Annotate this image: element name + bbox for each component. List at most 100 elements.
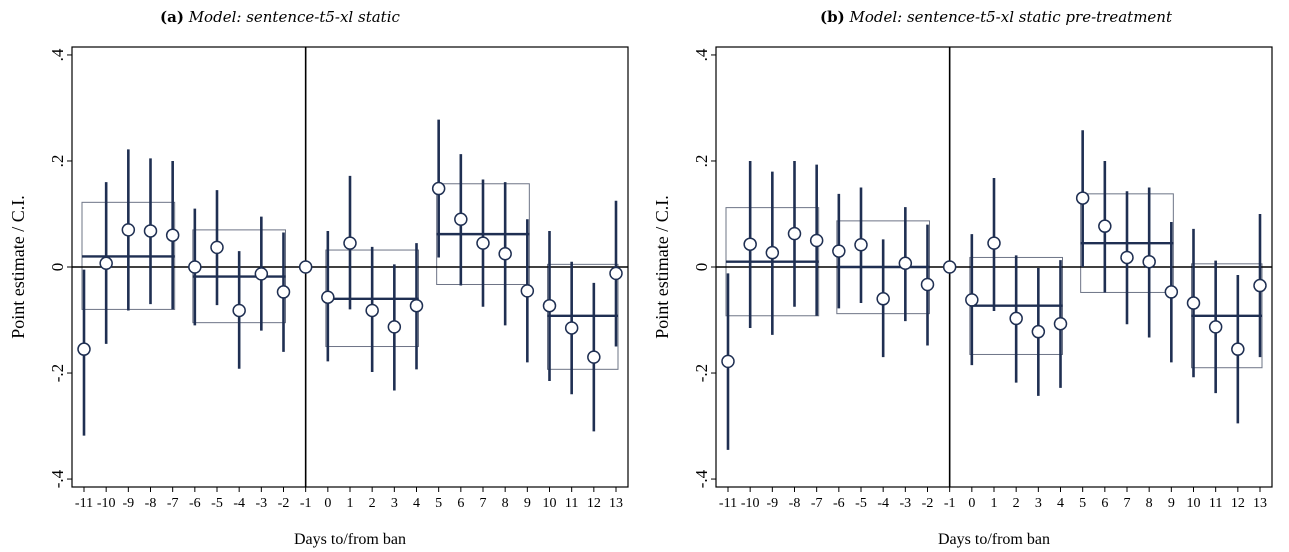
panel-b-point-5: [832, 244, 846, 258]
panel-b-x-tick-label-20: 9: [1168, 496, 1175, 511]
panel-a-x-tick-label-24: 13: [609, 496, 623, 511]
panel-a-y-tick-label-0: .4: [48, 48, 67, 61]
panel-b-point-19: [1142, 254, 1156, 269]
panel-a-tag: (a): [160, 8, 184, 26]
panel-b-x-tick-label-18: 7: [1124, 496, 1131, 511]
panel-b-point-24: [1253, 278, 1267, 293]
panel-b-x-tick-label-6: -5: [855, 496, 867, 511]
panel-a-x-axis-label: Days to/from ban: [294, 531, 406, 548]
panel-a-x-tick-label-20: 9: [524, 496, 531, 511]
panel-b-y-tick-label-0: .4: [692, 48, 711, 61]
panel-b-point-7: [876, 292, 890, 306]
panel-b-point-4: [809, 233, 824, 248]
panel-a-point-14: [387, 320, 402, 334]
panel-a-point-19: [498, 246, 512, 261]
panel-a-point-23: [587, 350, 601, 364]
panel-b-x-tick-label-2: -9: [766, 496, 778, 511]
panel-a-x-tick-label-3: -8: [145, 496, 157, 511]
panel-a-point-20: [520, 284, 535, 298]
panel-a-y-axis-label: Point estimate / C.I.: [8, 195, 28, 339]
panel-b-x-tick-label-4: -7: [811, 496, 823, 511]
panel-b-point-14: [1031, 324, 1046, 339]
panel-b-x-tick-label-5: -6: [833, 496, 845, 511]
panel-b-x-tick-label-23: 12: [1231, 496, 1245, 511]
panel-a-x-tick-label-23: 12: [587, 496, 601, 511]
panel-a-x-tick-label-6: -5: [211, 496, 223, 511]
panel-a-x-tick-label-18: 7: [480, 496, 487, 511]
panel-b-point-6: [854, 237, 868, 252]
panel-a-x-tick-label-10: -1: [300, 496, 312, 511]
panel-b-x-tick-label-8: -3: [899, 496, 911, 511]
panel-a-point-3: [143, 224, 158, 238]
panel-b-y-axis-label: Point estimate / C.I.: [652, 195, 672, 339]
panel-a-x-tick-label-0: -11: [75, 496, 93, 511]
panel-b-point-2: [765, 245, 780, 260]
panel-a-y-tick-label-3: -.2: [48, 364, 67, 382]
panel-b-x-tick-label-13: 2: [1013, 496, 1020, 511]
panel-a-x-tick-label-15: 4: [413, 496, 420, 511]
chart-panel-a: .4.20-.2-.4-11 -10 -9 -8 -7 -6 -5 -4 -3 -2 -1 0 1 2 3 4…: [8, 46, 629, 548]
panel-a-point-11: [321, 290, 335, 304]
panel-b-x-tick-label-0: -11: [719, 496, 737, 511]
panel-a-point-18: [476, 236, 490, 250]
panel-a-point-2: [121, 223, 136, 237]
panel-a-point-15: [409, 298, 424, 313]
panel-b-x-tick-label-17: 6: [1101, 496, 1108, 511]
panel-b-x-tick-label-10: -1: [944, 496, 956, 511]
panel-a-point-6: [210, 240, 224, 255]
panel-a-point-13: [365, 303, 379, 318]
panel-b-point-22: [1208, 320, 1223, 334]
panel-a-y-tick-label-1: .2: [48, 155, 67, 168]
panel-a-point-12: [343, 236, 357, 250]
panel-b-point-21: [1186, 296, 1201, 310]
panel-a-x-tick-label-5: -6: [189, 496, 201, 511]
panel-b-tag: (b): [820, 8, 845, 26]
panel-a-x-tick-label-13: 2: [369, 496, 376, 511]
panel-a-point-16: [431, 181, 446, 196]
panel-b-x-tick-label-3: -8: [789, 496, 801, 511]
panel-a-point-22: [564, 321, 579, 335]
panel-b-point-16: [1075, 191, 1090, 205]
panel-b-point-3: [787, 226, 802, 241]
panel-a-x-tick-label-17: 6: [457, 496, 464, 511]
panel-a-point-24: [609, 266, 623, 281]
panel-b-x-axis-label: Days to/from ban: [938, 531, 1050, 548]
panel-a-x-tick-label-19: 8: [502, 496, 509, 511]
panel-b-point-15: [1053, 316, 1068, 331]
panel-a-x-tick-label-16: 5: [435, 496, 442, 511]
panel-b-x-tick-label-14: 3: [1035, 496, 1042, 511]
panel-a-point-17: [454, 212, 468, 227]
panel-b-point-11: [965, 293, 979, 307]
panel-a-x-tick-label-11: 0: [324, 496, 331, 511]
panel-a-x-tick-label-1: -10: [97, 496, 116, 511]
panel-b-point-17: [1098, 219, 1112, 233]
panel-b-point-18: [1120, 250, 1134, 265]
panel-a-x-tick-label-12: 1: [347, 496, 354, 511]
panel-a-point-0: [77, 342, 91, 356]
panel-a-point-5: [188, 260, 202, 274]
panel-a-y-tick-label-4: -.4: [48, 469, 67, 488]
panel-b-x-tick-label-1: -10: [741, 496, 760, 511]
panel-b-x-tick-label-22: 11: [1209, 496, 1222, 511]
panel-a-x-tick-label-8: -3: [255, 496, 267, 511]
panel-a-point-9: [276, 285, 291, 299]
panel-b-x-tick-label-11: 0: [968, 496, 975, 511]
panel-a-point-4: [165, 228, 180, 242]
panel-b-title-text: Model: sentence-t5-xl static pre-treatme…: [849, 8, 1172, 26]
panel-a-x-tick-label-14: 3: [391, 496, 398, 511]
panel-b-point-12: [987, 236, 1001, 250]
panel-a-title-text: Model: sentence-t5-xl static: [188, 8, 400, 26]
panel-b-point-1: [743, 237, 757, 251]
panel-b-x-tick-label-21: 10: [1187, 496, 1201, 511]
panel-b-x-tick-label-9: -2: [922, 496, 934, 511]
panel-a-x-tick-label-21: 10: [543, 496, 557, 511]
panel-a-point-21: [542, 298, 557, 313]
panel-b-x-tick-label-15: 4: [1057, 496, 1064, 511]
panel-a-y-tick-label-2: 0: [48, 263, 67, 272]
panel-b-title: (b) Model: sentence-t5-xl static pre-tre…: [820, 8, 1172, 26]
panel-b-point-20: [1164, 285, 1179, 299]
panel-b-y-tick-label-1: .2: [692, 155, 711, 168]
panel-b-y-tick-label-4: -.4: [692, 469, 711, 488]
panel-a-x-tick-label-4: -7: [167, 496, 179, 511]
panel-b-point-10: [942, 260, 957, 274]
